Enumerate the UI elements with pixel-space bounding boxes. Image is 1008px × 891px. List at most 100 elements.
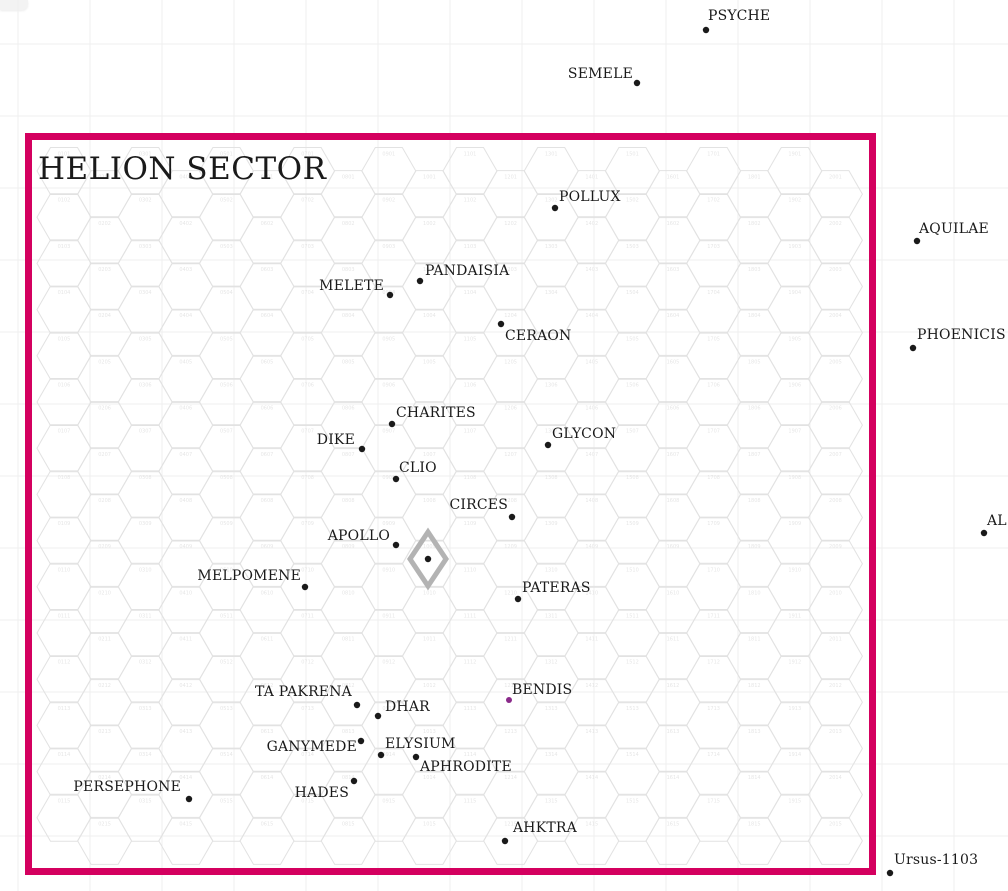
system-dot[interactable] [980, 529, 988, 537]
system-ganymede[interactable]: GANYMEDE [267, 737, 365, 755]
hex-code-label: 0905 [382, 336, 395, 342]
system-pollux[interactable]: POLLUX [551, 189, 621, 212]
system-clio[interactable]: CLIO [392, 460, 437, 483]
hex-code-label: 0902 [382, 198, 395, 204]
system-dot[interactable] [497, 320, 505, 328]
system-dhar[interactable]: DHAR [374, 699, 430, 720]
system-dot[interactable] [357, 737, 365, 745]
hex-code-label: 0915 [382, 798, 395, 804]
system-dot[interactable] [913, 237, 921, 245]
hex-code-label: 1912 [788, 660, 801, 666]
hex-code-label: 0913 [382, 706, 395, 712]
system-circes[interactable]: CIRCES [449, 497, 516, 521]
system-dot[interactable] [386, 291, 394, 299]
hex-code-label: 2010 [829, 590, 842, 596]
system-dot[interactable] [416, 277, 424, 285]
system-ceraon[interactable]: CERAON [497, 320, 572, 344]
system-dot[interactable] [544, 441, 552, 449]
system-ursus-1103[interactable]: Ursus-1103 [886, 852, 978, 877]
system-dot[interactable] [358, 445, 366, 453]
hex-code-label: 2005 [829, 359, 842, 365]
system-label: BENDIS [512, 682, 572, 698]
system-dot[interactable] [350, 777, 358, 785]
system-glycon[interactable]: GLYCON [544, 426, 616, 449]
system-dot[interactable] [551, 204, 559, 212]
hex-code-label: 0303 [139, 244, 152, 250]
hex-code-label: 1103 [464, 244, 477, 250]
hex-code-label: 0410 [179, 590, 192, 596]
hex-code-label: 0214 [98, 775, 111, 781]
hex-code-label: 0301 [139, 152, 152, 158]
current-location-marker[interactable] [406, 527, 450, 591]
hex-code-label: 2008 [829, 498, 842, 504]
system-dot[interactable] [301, 583, 309, 591]
system-dot[interactable] [514, 595, 522, 603]
hex-code-label: 1111 [464, 614, 477, 620]
hex-code-label: 1011 [423, 637, 436, 643]
hex-code-label: 1006 [423, 406, 436, 412]
system-dot[interactable] [501, 837, 509, 845]
hex-code-label: 0613 [261, 729, 274, 735]
system-label: SEMELE [568, 66, 633, 82]
hex-code-label: 0409 [179, 544, 192, 550]
hex-code-label: 0713 [301, 706, 314, 712]
system-phoenicis[interactable]: PHOENICIS [909, 327, 1006, 352]
system-dot[interactable] [909, 344, 917, 352]
system-semele[interactable]: SEMELE [568, 66, 641, 87]
system-dot[interactable] [185, 795, 193, 803]
system-dot[interactable] [353, 701, 361, 709]
hex-code-label: 1805 [748, 359, 761, 365]
hex-code-label: 1010 [423, 590, 436, 596]
system-psyche[interactable]: PSYCHE [702, 8, 771, 34]
system-dot[interactable] [886, 869, 894, 877]
system-elysium[interactable]: ELYSIUM [377, 736, 456, 759]
system-label: CERAON [505, 328, 572, 344]
hex-code-label: 0211 [98, 637, 111, 643]
system-dot[interactable] [388, 420, 396, 428]
hex-code-label: 1810 [748, 590, 761, 596]
hex-code-label: 1304 [545, 290, 558, 296]
system-hades[interactable]: HADES [295, 777, 358, 801]
hex-code-label: 0102 [58, 198, 71, 204]
hex-code-label: 1504 [626, 290, 639, 296]
hex-code-label: 1215 [504, 821, 517, 827]
hex-code-label: 0911 [382, 614, 395, 620]
system-charites[interactable]: CHARITES [388, 405, 476, 428]
system-aphrodite[interactable]: APHRODITE [412, 753, 512, 775]
system-melpomene[interactable]: MELPOMENE [197, 568, 309, 591]
system-dot[interactable] [392, 541, 400, 549]
hex-code-label: 0114 [58, 752, 71, 758]
system-pandaisia[interactable]: PANDAISIA [416, 263, 510, 285]
system-dot[interactable] [633, 79, 641, 87]
system-ta-pakrena[interactable]: TA PAKRENA [255, 684, 361, 709]
corner-tab[interactable] [0, 0, 28, 10]
hex-code-label: 2015 [829, 821, 842, 827]
system-dot[interactable] [702, 26, 710, 34]
system-dot[interactable] [412, 753, 420, 761]
system-dot[interactable] [508, 513, 516, 521]
hex-code-label: 1404 [585, 313, 598, 319]
system-dot[interactable] [377, 751, 385, 759]
system-dike[interactable]: DIKE [317, 432, 366, 453]
system-dot[interactable] [374, 712, 382, 720]
system-dot[interactable] [506, 697, 512, 703]
system-pateras[interactable]: PATERAS [514, 580, 591, 603]
system-al[interactable]: AL [980, 513, 1007, 537]
hex-code-label: 1706 [707, 383, 720, 389]
hex-code-label: 1506 [626, 383, 639, 389]
system-aquilae[interactable]: AQUILAE [913, 221, 989, 245]
hex-code-label: 2011 [829, 637, 842, 643]
hex-cell[interactable] [807, 816, 863, 865]
hex-code-label: 0607 [261, 452, 274, 458]
sector-border [25, 133, 876, 875]
system-apollo[interactable]: APOLLO [327, 528, 400, 549]
hex-code-label: 1811 [748, 637, 761, 643]
system-bendis[interactable]: BENDIS [506, 682, 572, 703]
hex-code-label: 1905 [788, 336, 801, 342]
system-melete[interactable]: MELETE [319, 278, 394, 299]
system-persephone[interactable]: PERSEPHONE [73, 779, 193, 803]
hex-code-label: 1013 [423, 729, 436, 735]
system-dot[interactable] [392, 475, 400, 483]
system-ahktra[interactable]: AHKTRA [501, 820, 578, 845]
